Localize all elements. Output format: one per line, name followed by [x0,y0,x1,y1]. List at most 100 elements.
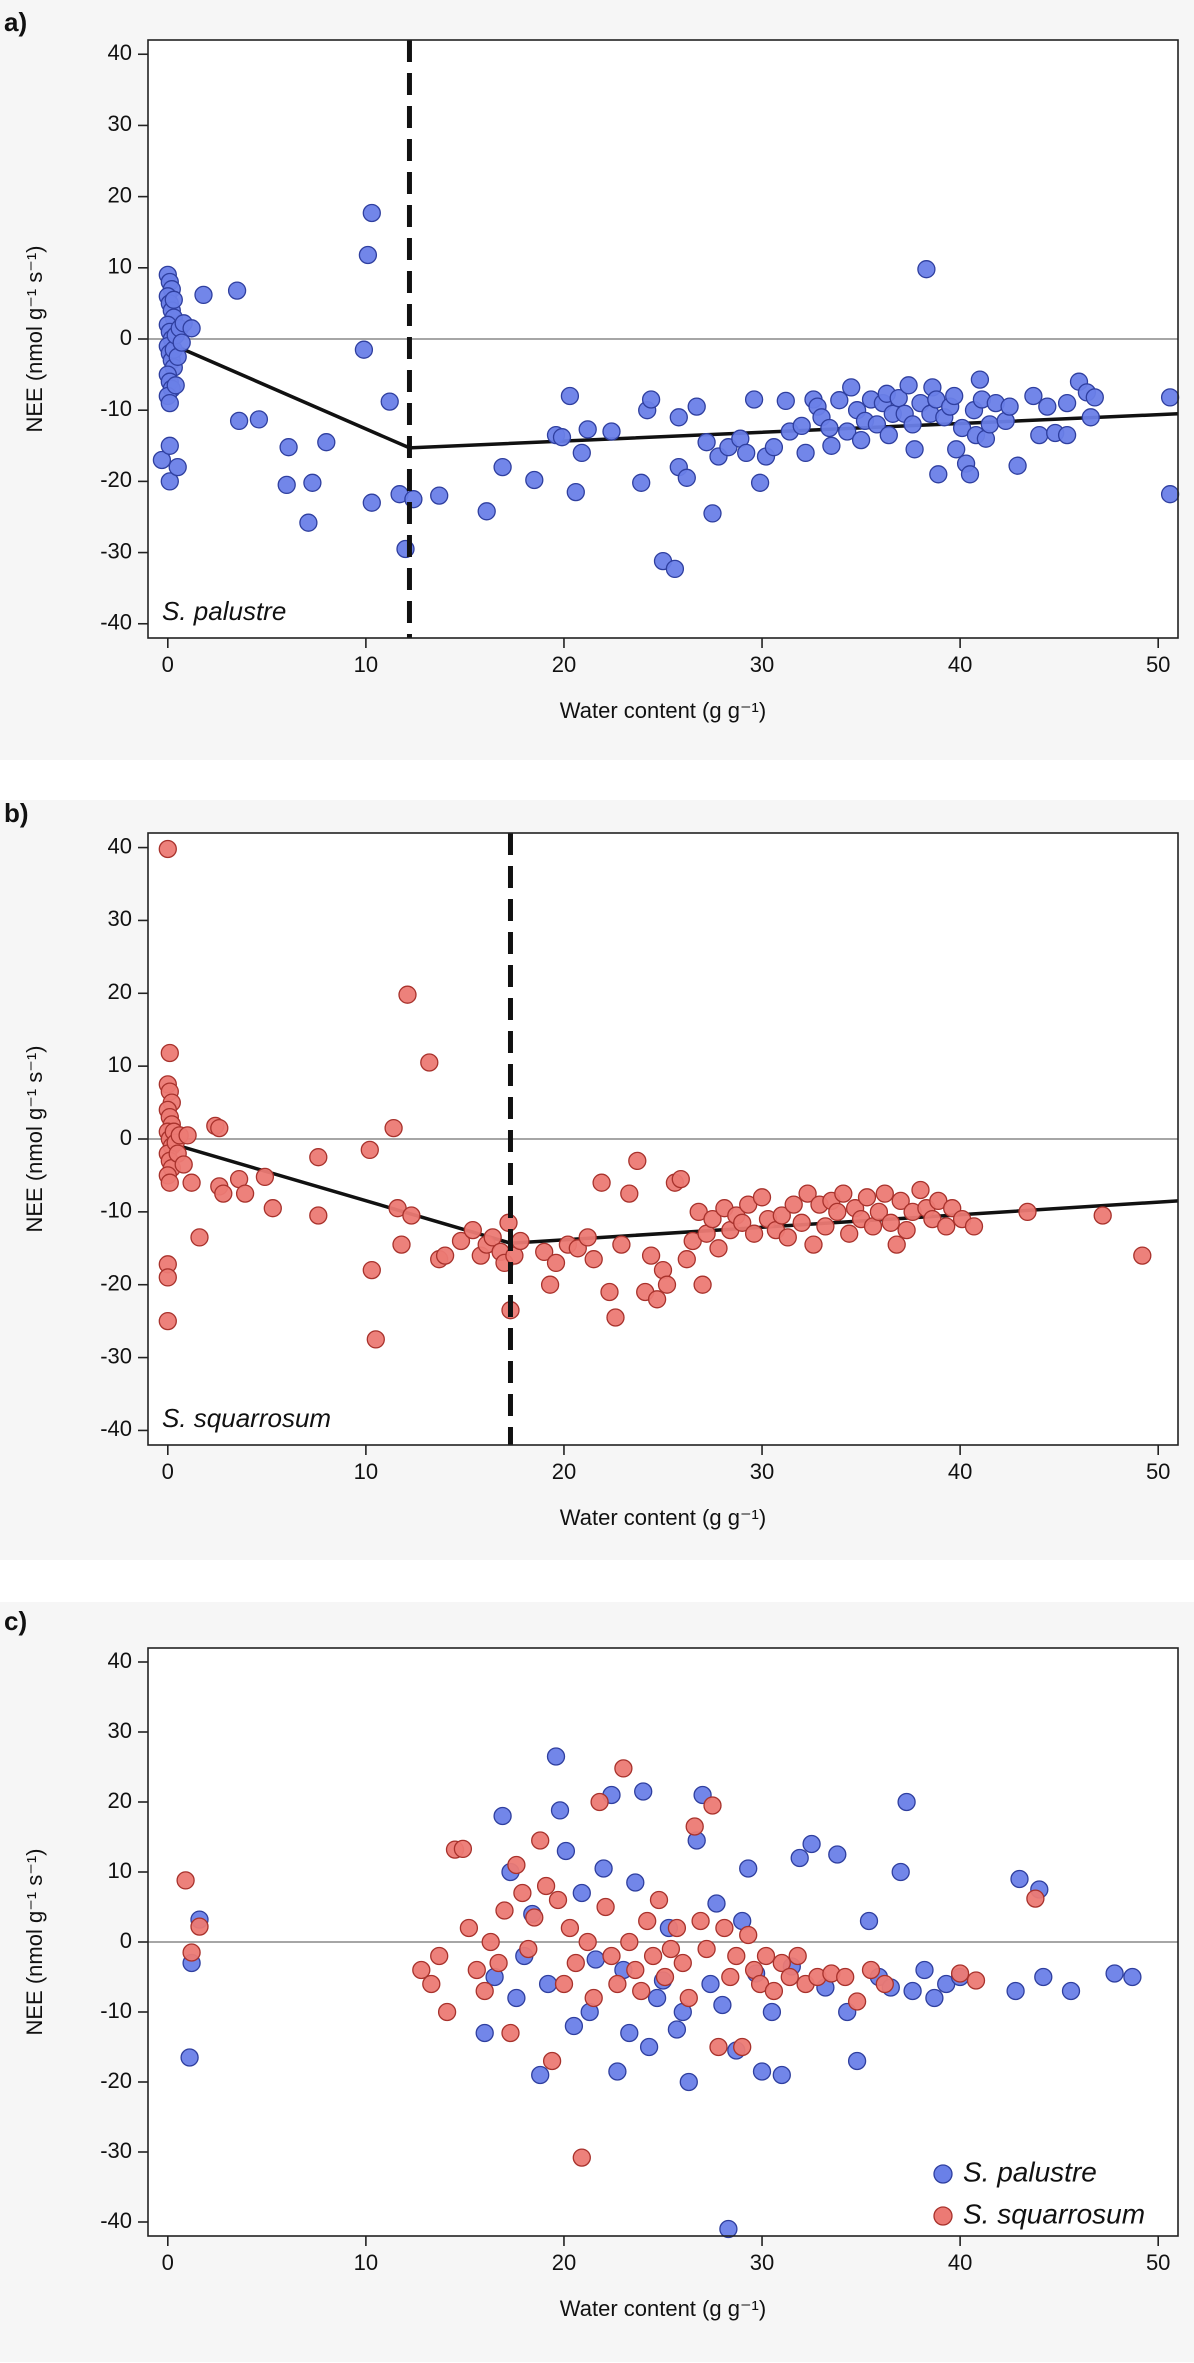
data-point [677,468,696,487]
data-point [671,1169,690,1189]
data-point [1034,1967,1053,1987]
data-point [556,1841,576,1861]
y-tick-label: 0 [120,1125,132,1150]
data-point [744,390,764,409]
data-point [493,1806,512,1826]
data-point [1008,456,1027,475]
data-point [1160,388,1180,407]
data-point [739,1925,758,1945]
data-point [667,1918,687,1938]
series-s-squarrosum [176,1759,1045,2167]
data-point [182,1173,201,1192]
data-point [354,340,374,359]
data-point [546,1253,566,1273]
data-point [828,1202,847,1222]
x-tick-label: 50 [1146,1459,1170,1484]
data-point [780,1967,799,1987]
data-point [891,1191,910,1211]
data-point [152,450,172,470]
y-tick-label: -10 [100,396,132,421]
data-point [691,1911,710,1931]
data-point [879,425,898,445]
data-point [309,1206,328,1225]
data-point [190,1228,209,1247]
data-point [1105,1964,1124,1983]
y-axis-label: NEE (nmol g⁻¹ s⁻¹) [22,1045,47,1232]
data-point [756,1946,776,1966]
data-point [263,1199,282,1218]
data-point [176,1871,195,1890]
panel-label: c) [4,1606,27,1636]
data-point [804,1235,823,1254]
data-point [875,1184,894,1203]
data-point [453,1839,473,1859]
data-point [602,422,621,441]
data-point [822,436,841,455]
y-tick-label: 30 [108,1718,132,1743]
data-point [160,393,179,413]
data-point [891,1862,910,1882]
data-point [638,1911,657,1931]
data-point [519,1939,538,1959]
data-point [693,1275,712,1294]
data-point [739,1859,758,1878]
y-tick-label: 10 [108,1052,132,1077]
data-point [384,1118,403,1138]
data-point [540,1275,560,1294]
data-point [647,1988,667,2008]
data-point [899,376,918,395]
data-point [788,1946,807,1966]
data-point [733,2037,752,2057]
data-point [360,1140,379,1160]
data-point [859,1911,879,1931]
x-tick-label: 30 [750,1459,774,1484]
data-point [634,1782,653,1801]
plot-frame [147,832,1179,1446]
y-tick-label: 30 [108,906,132,931]
data-point [762,2002,782,2022]
data-point [847,1992,867,2011]
data-point [178,1126,197,1145]
data-point [317,433,336,452]
data-point [392,1235,411,1254]
data-point [857,1188,877,1207]
data-point [451,1231,471,1251]
panel-a: a) -40 -30 -20 -10 0 10 20 30 40 0 10 20 30 40 50 Water … [0,0,1194,760]
data-point [227,281,247,300]
data-point [190,1917,209,1936]
data-point [158,839,177,859]
data-point [255,1167,275,1187]
data-point [752,2062,772,2081]
species-label: S. palustre [162,596,286,626]
x-tick-label: 20 [552,652,576,677]
data-point [713,1995,732,2015]
x-tick-label: 40 [948,2250,972,2275]
data-point [641,390,661,409]
y-tick-label: -10 [100,1998,132,2023]
data-point [669,408,688,427]
legend-marker [933,2164,953,2184]
data-point [655,1967,675,1987]
data-point [679,2072,698,2092]
data-point [592,1173,611,1192]
data-point [1057,425,1077,445]
data-point [612,1235,631,1254]
data-point [836,1967,855,1987]
x-tick-label: 40 [948,1459,972,1484]
data-point [279,438,298,457]
data-point [483,1228,502,1247]
data-point [1038,397,1057,416]
y-tick-label: 20 [108,1788,132,1813]
data-point [362,203,381,223]
data-point [869,1202,889,1222]
data-point [1061,1981,1081,2001]
data-point [578,1228,597,1247]
data-point [578,1932,597,1952]
data-point [929,465,948,484]
data-point [194,285,213,305]
data-point [917,260,936,279]
y-tick-label: 30 [108,111,132,136]
data-point [887,1235,906,1254]
